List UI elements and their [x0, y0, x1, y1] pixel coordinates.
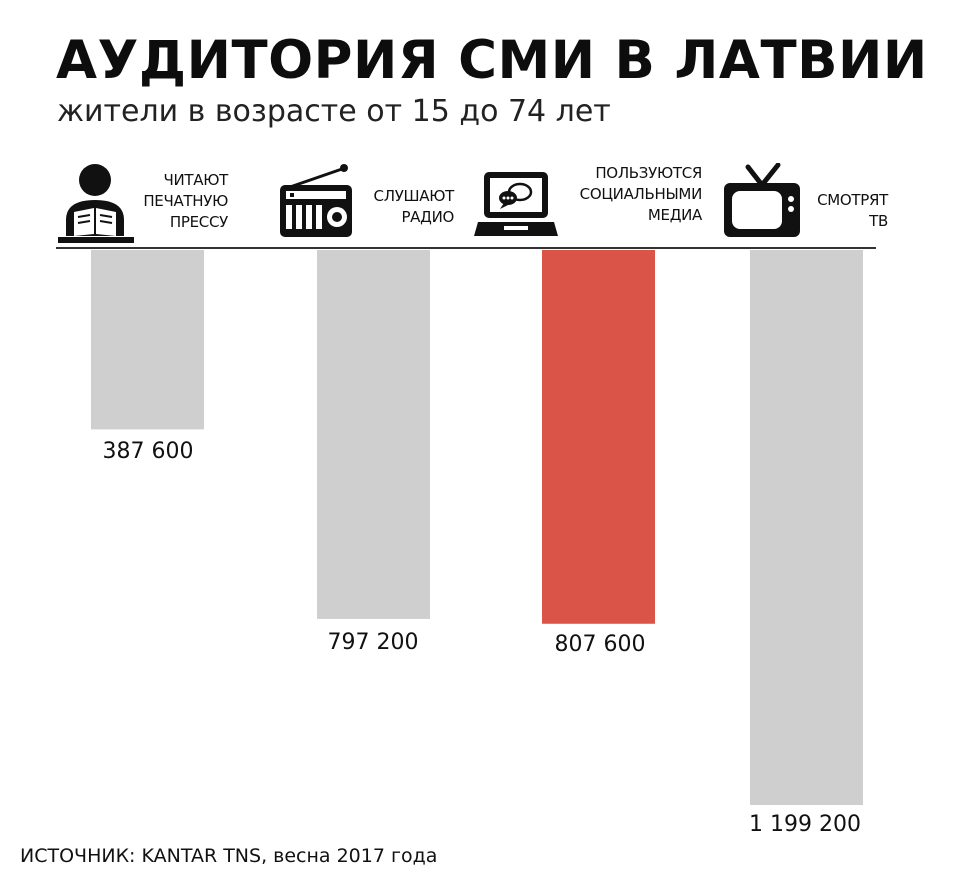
reader-icon [58, 164, 134, 243]
bar-press [91, 250, 204, 430]
bar-tv [750, 250, 863, 805]
chart-title: АУДИТОРИЯ СМИ В ЛАТВИИ [56, 30, 928, 91]
value-label-press: 387 600 [102, 439, 194, 464]
category-label-press: Читают печатную прессу [143, 171, 228, 231]
laptop-chat-icon [474, 172, 558, 236]
source-note: ИСТОЧНИК: KANTAR TNS, весна 2017 года [20, 845, 438, 867]
category-label-social: Пользуются социальными медиа [579, 164, 703, 224]
radio-icon [280, 164, 352, 237]
category-label-radio: Слушают радио [373, 187, 455, 226]
value-label-tv: 1 199 200 [749, 812, 861, 837]
bar-social [542, 250, 655, 624]
category-label-tv: Смотрят ТВ [817, 191, 888, 230]
tv-icon [724, 163, 800, 237]
value-label-social: 807 600 [554, 632, 646, 657]
chart-subtitle: жители в возрасте от 15 до 74 лет [57, 94, 611, 129]
bar-radio [317, 250, 430, 619]
value-label-radio: 797 200 [327, 630, 419, 655]
